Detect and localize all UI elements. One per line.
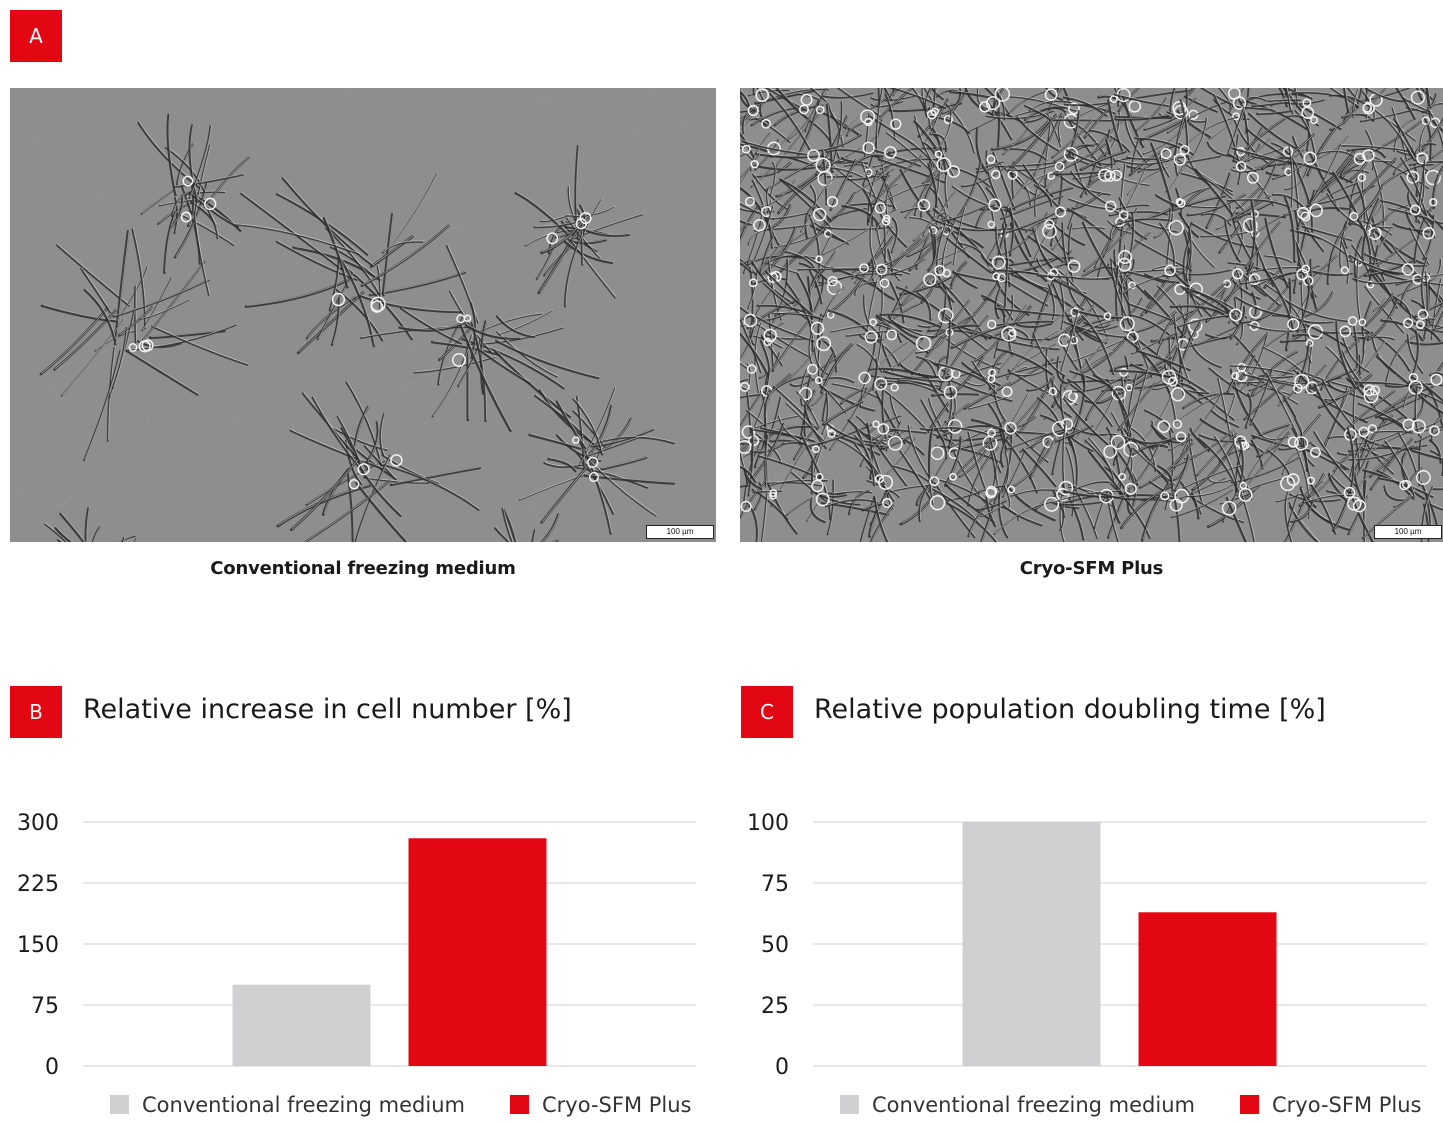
- chart-doubling-time: 0 25 50 75 100 Conventional freezing medium Cr…: [730, 800, 1430, 1124]
- chart-c-legend-label: Cryo-SFM Plus: [1272, 1093, 1422, 1117]
- panel-c-title: Relative population doubling time [%]: [814, 694, 1326, 725]
- chart-b-y-tick-label: 0: [45, 1055, 59, 1080]
- chart-b-legend-label: Conventional freezing medium: [142, 1093, 465, 1117]
- panel-c-badge-label: C: [760, 700, 774, 724]
- micrograph-cryo-sfm-image: [740, 88, 1443, 542]
- chart-cell-number: 0 75 150 225 300 Conventional freezing medium…: [0, 800, 700, 1124]
- chart-b-y-tick-label: 150: [17, 933, 59, 958]
- micrograph-cryo-sfm: 100 µm: [740, 88, 1443, 542]
- chart-c-y-tick-label: 0: [775, 1055, 789, 1080]
- panel-a-badge: A: [10, 10, 62, 62]
- chart-b-y-tick-label: 300: [17, 811, 59, 836]
- panel-c-badge: C: [741, 686, 793, 738]
- caption-cryo-sfm: Cryo-SFM Plus: [1019, 558, 1164, 579]
- chart-c-y-tick-label: 75: [761, 872, 789, 897]
- caption-conventional: Conventional freezing medium: [210, 558, 516, 579]
- chart-b-legend-swatch: [110, 1095, 129, 1114]
- chart-b-y-tick-label: 75: [31, 994, 59, 1019]
- chart-b-y-tick-label: 225: [17, 872, 59, 897]
- scale-bar-right: 100 µm: [1374, 525, 1442, 539]
- chart-doubling-time-svg: 0 25 50 75 100 Conventional freezing medium Cr…: [747, 811, 1426, 1117]
- panel-a-badge-label: A: [29, 24, 43, 48]
- micrograph-conventional-image: [10, 88, 716, 542]
- chart-b-bar-cryo-sfm: [408, 838, 547, 1066]
- scale-bar-left: 100 µm: [646, 525, 714, 539]
- panel-b-title: Relative increase in cell number [%]: [83, 694, 572, 725]
- scale-bar-right-label: 100 µm: [1394, 527, 1422, 536]
- micrograph-conventional: 100 µm: [10, 88, 716, 542]
- panel-b-badge-label: B: [29, 700, 43, 724]
- panel-b-badge: B: [10, 686, 62, 738]
- chart-c-y-tick-label: 100: [747, 811, 789, 836]
- chart-c-legend-swatch: [1240, 1095, 1259, 1114]
- scale-bar-left-label: 100 µm: [666, 527, 694, 536]
- chart-b-legend-label: Cryo-SFM Plus: [542, 1093, 692, 1117]
- chart-b-legend-swatch: [510, 1095, 529, 1114]
- chart-c-bar-cryo-sfm: [1138, 912, 1277, 1066]
- chart-c-y-tick-label: 50: [761, 933, 789, 958]
- chart-c-legend-swatch: [840, 1095, 859, 1114]
- chart-c-bar-conventional: [962, 822, 1101, 1066]
- chart-cell-number-svg: 0 75 150 225 300 Conventional freezing medium…: [17, 811, 696, 1117]
- chart-c-legend-label: Conventional freezing medium: [872, 1093, 1195, 1117]
- chart-c-y-tick-label: 25: [761, 994, 789, 1019]
- chart-b-bar-conventional: [232, 984, 371, 1066]
